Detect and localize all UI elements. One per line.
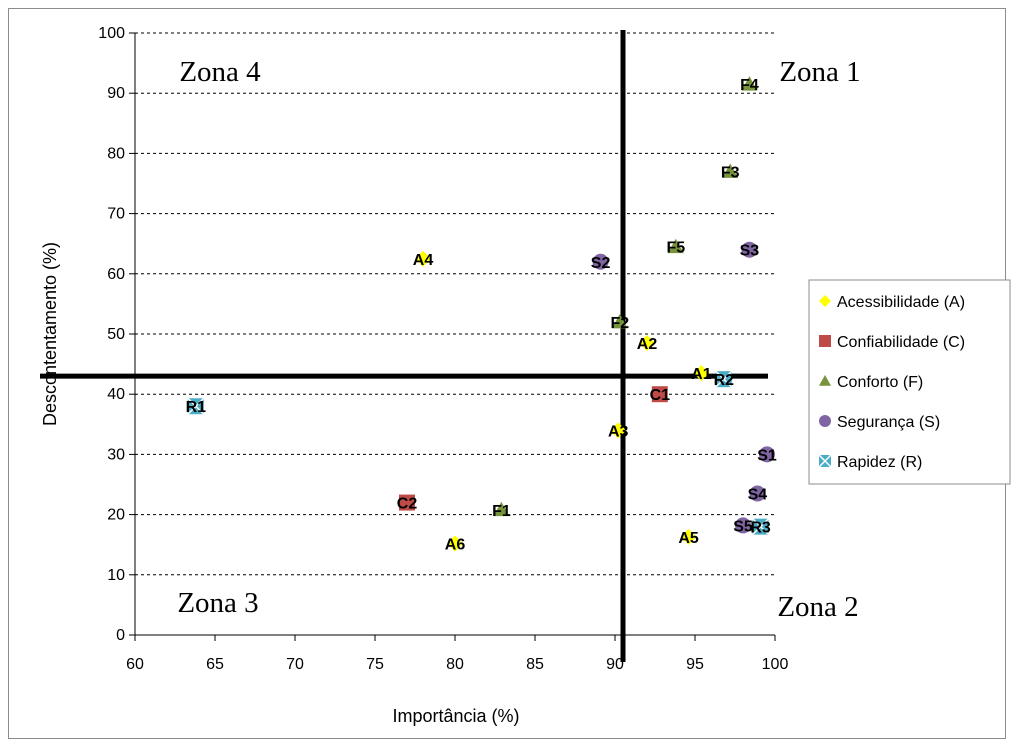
point-A5 xyxy=(680,528,697,545)
zone-label-4: Zona 4 xyxy=(179,56,261,88)
x-tick-label-90: 90 xyxy=(606,656,624,673)
point-label-A4: A4 xyxy=(413,252,434,269)
point-F1 xyxy=(493,501,510,517)
point-C1 xyxy=(651,386,668,403)
point-label-F1: F1 xyxy=(492,503,511,520)
x-tick-label-95: 95 xyxy=(686,656,704,673)
tick-labels: 0 10 20 30 40 50 60 70 80 90 100 60 65 70 75 80 85 90 95 10… xyxy=(98,25,788,673)
point-S2 xyxy=(592,253,609,270)
zone-labels: Zona 1 Zona 2 Zona 3 Zona 4 xyxy=(177,56,860,623)
legend-marker-5 xyxy=(818,454,832,468)
point-label-R2: R2 xyxy=(714,372,735,389)
point-label-C2: C2 xyxy=(397,496,418,513)
legend-marker-2 xyxy=(819,335,831,347)
point-label-A6: A6 xyxy=(445,536,466,553)
point-R2-cross xyxy=(715,370,733,388)
point-R1 xyxy=(187,397,205,415)
point-label-F3: F3 xyxy=(721,164,740,181)
zone-label-2: Zona 2 xyxy=(777,591,858,623)
point-C2 xyxy=(399,494,415,511)
point-label-S4: S4 xyxy=(748,487,768,504)
reference-lines xyxy=(40,30,768,662)
legend-marker-3 xyxy=(819,375,831,386)
point-label-A3: A3 xyxy=(608,423,629,440)
point-F3 xyxy=(722,163,739,178)
x-tick-label-65: 65 xyxy=(206,656,224,673)
point-F5 xyxy=(667,238,684,254)
legend-label-3: Conforto (F) xyxy=(837,374,923,391)
legend-marker-1 xyxy=(819,295,831,307)
y-tick-label-80: 80 xyxy=(107,145,125,162)
legend-label-4: Segurança (S) xyxy=(837,414,940,431)
y-tick-label-100: 100 xyxy=(98,25,125,42)
point-A1 xyxy=(693,365,710,382)
y-tick-label-10: 10 xyxy=(107,567,125,584)
gridlines xyxy=(135,32,775,576)
x-tick-label-75: 75 xyxy=(366,656,384,673)
point-label-F2: F2 xyxy=(610,315,629,332)
zone-label-3: Zona 3 xyxy=(177,587,258,619)
point-S5 xyxy=(735,517,751,534)
point-A2 xyxy=(639,335,655,352)
point-label-A1: A1 xyxy=(691,366,712,383)
y-tick-label-40: 40 xyxy=(107,386,125,403)
y-tick-label-90: 90 xyxy=(107,85,125,102)
zone-label-1: Zona 1 xyxy=(779,56,860,88)
y-tick-label-70: 70 xyxy=(107,206,125,223)
legend-marker-5-cross xyxy=(818,454,832,468)
x-tick-label-85: 85 xyxy=(526,656,544,673)
point-F2 xyxy=(611,313,628,329)
x-tick-label-100: 100 xyxy=(762,656,789,673)
legend-marker-4 xyxy=(819,415,831,427)
data-points xyxy=(187,76,775,552)
point-labels: A1 A2 A3 A4 A5 A6 C1 C2 F1 F2 F3 F4 F5 S1 S2 S3 S4 S5 R1 R2… xyxy=(186,77,777,553)
point-S3 xyxy=(741,241,758,258)
point-label-S5: S5 xyxy=(733,518,753,535)
y-axis-title: Descontentamento (%) xyxy=(40,242,60,426)
legend-label-2: Confiabilidade (C) xyxy=(837,334,965,351)
point-label-A2: A2 xyxy=(637,336,658,353)
point-label-S1: S1 xyxy=(757,447,777,464)
point-S4 xyxy=(749,485,766,502)
point-A3 xyxy=(610,422,627,439)
point-S1 xyxy=(759,446,775,463)
y-tick-label-30: 30 xyxy=(107,446,125,463)
x-tick-label-80: 80 xyxy=(446,656,464,673)
legend-label-5: Rapidez (R) xyxy=(837,454,922,471)
point-label-S3: S3 xyxy=(740,243,760,260)
point-R2 xyxy=(715,370,733,388)
legend: Acessibilidade (A) Confiabilidade (C) Conf… xyxy=(808,279,1011,485)
axes xyxy=(129,32,776,641)
point-label-A5: A5 xyxy=(678,530,699,547)
x-axis-title: Importância (%) xyxy=(392,706,519,726)
point-A4 xyxy=(415,250,431,267)
point-R3 xyxy=(752,518,770,536)
point-label-R1: R1 xyxy=(186,399,207,416)
y-tick-label-20: 20 xyxy=(107,507,125,524)
point-label-C1: C1 xyxy=(650,387,671,404)
point-label-F4: F4 xyxy=(740,77,759,94)
point-F4 xyxy=(741,76,758,91)
point-R3-cross xyxy=(752,518,770,536)
point-label-S2: S2 xyxy=(591,255,611,272)
point-label-R3: R3 xyxy=(750,520,771,537)
point-R1-cross xyxy=(187,397,205,415)
x-tick-label-60: 60 xyxy=(126,656,144,673)
legend-label-1: Acessibilidade (A) xyxy=(837,294,965,311)
y-tick-label-50: 50 xyxy=(107,326,125,343)
point-A6 xyxy=(447,535,463,552)
y-tick-label-0: 0 xyxy=(116,627,125,644)
legend-box xyxy=(808,279,1011,485)
y-tick-label-60: 60 xyxy=(107,266,125,283)
x-tick-label-70: 70 xyxy=(286,656,304,673)
point-label-F5: F5 xyxy=(666,240,685,257)
